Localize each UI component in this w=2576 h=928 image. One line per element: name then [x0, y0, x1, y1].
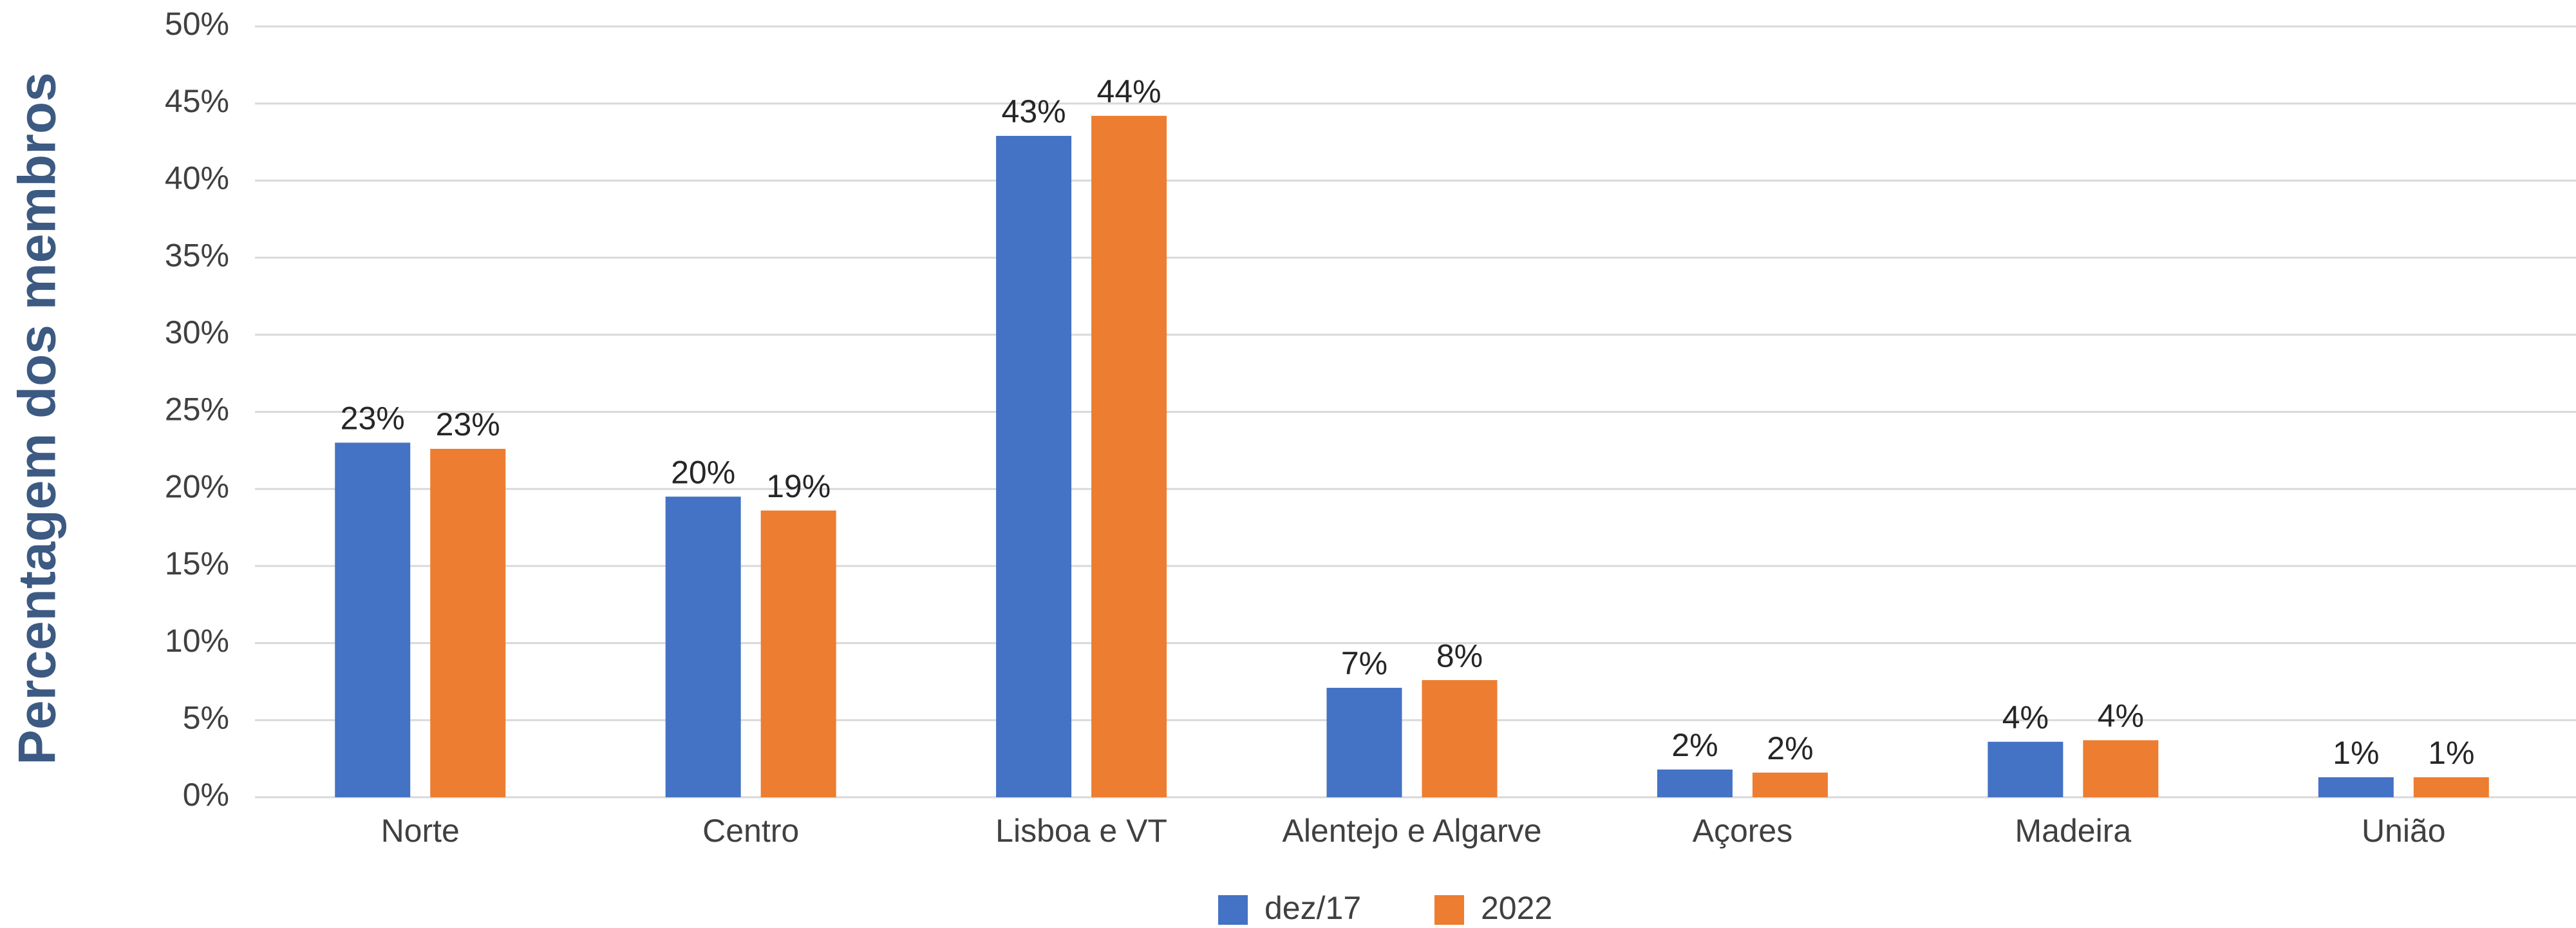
y-tick-label: 40% — [165, 160, 229, 196]
y-tick-label: 15% — [165, 545, 229, 582]
value-label: 4% — [2098, 698, 2144, 734]
legend-label: 2022 — [1481, 890, 1552, 926]
bar — [2318, 777, 2394, 797]
value-label: 7% — [1341, 645, 1387, 681]
x-tick-label: Centro — [702, 813, 799, 849]
legend-swatch — [1218, 895, 1248, 925]
x-tick-label: Alentejo e Algarve — [1282, 813, 1541, 849]
y-axis-title: Percentagem dos membros — [8, 72, 67, 765]
legend-label: dez/17 — [1264, 890, 1361, 926]
x-tick-label: União — [2362, 813, 2446, 849]
bar — [2083, 740, 2159, 797]
x-tick-label: Açores — [1693, 813, 1793, 849]
bar — [1657, 769, 1733, 797]
bar — [996, 135, 1072, 797]
y-tick-label: 10% — [165, 623, 229, 659]
value-label: 1% — [2428, 735, 2474, 771]
bar — [430, 448, 506, 797]
x-tick-label: Madeira — [2015, 813, 2132, 849]
value-label: 19% — [766, 468, 831, 504]
y-tick-label: 35% — [165, 237, 229, 273]
bar — [1752, 772, 1828, 797]
y-tick-label: 45% — [165, 83, 229, 119]
y-tick-label: 30% — [165, 314, 229, 350]
value-label: 2% — [1767, 730, 1813, 766]
bar — [335, 442, 411, 797]
value-label: 44% — [1097, 73, 1161, 109]
value-label: 43% — [1002, 93, 1066, 129]
bar — [665, 497, 741, 797]
value-label: 23% — [341, 401, 405, 437]
y-tick-label: 5% — [183, 700, 229, 736]
value-label: 4% — [2002, 699, 2049, 735]
x-tick-label: Lisboa e VT — [995, 813, 1167, 849]
bar — [1091, 115, 1167, 797]
value-label: 2% — [1671, 727, 1718, 763]
value-label: 1% — [2333, 735, 2379, 771]
value-label: 8% — [1436, 638, 1483, 674]
bar — [2413, 777, 2489, 797]
bar — [1988, 741, 2064, 797]
value-label: 20% — [671, 454, 735, 490]
bar — [1326, 688, 1402, 797]
value-label: 23% — [436, 406, 500, 442]
bar — [1422, 680, 1498, 797]
x-tick-label: Norte — [381, 813, 460, 849]
y-tick-label: 0% — [183, 777, 229, 813]
y-tick-label: 50% — [165, 6, 229, 42]
y-tick-label: 25% — [165, 392, 229, 428]
y-tick-label: 20% — [165, 468, 229, 504]
legend-swatch — [1434, 895, 1464, 925]
bar — [760, 510, 836, 797]
